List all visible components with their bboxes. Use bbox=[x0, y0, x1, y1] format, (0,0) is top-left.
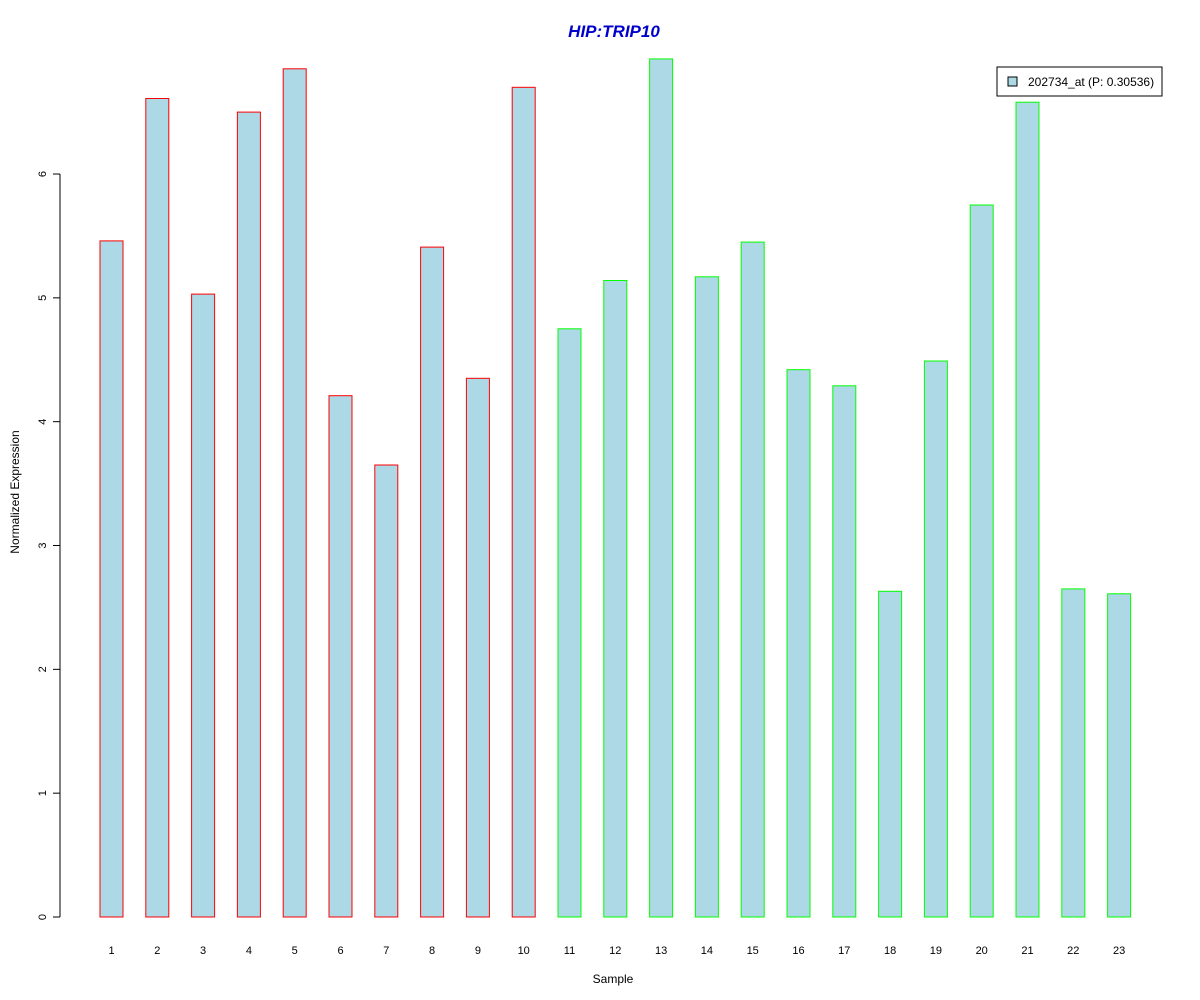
x-tick-labels: 1 2 3 4 5 6 7 8 9 10 11 12 13 14 15 16 17 18 19 20 21 22 23 bbox=[108, 945, 1125, 957]
bar bbox=[465, 377, 490, 918]
bar bbox=[694, 276, 719, 918]
bar bbox=[374, 464, 399, 918]
x-tick-label: 23 bbox=[1113, 945, 1125, 957]
legend-box bbox=[996, 66, 1163, 97]
legend-entry: 202734_at (P: 0.30536) bbox=[1028, 75, 1154, 89]
bar bbox=[969, 204, 994, 918]
bar bbox=[420, 246, 445, 918]
x-tick-label: 12 bbox=[609, 945, 621, 957]
x-tick-label: 11 bbox=[564, 945, 575, 957]
bar bbox=[236, 111, 261, 918]
x-tick-label: 9 bbox=[475, 945, 481, 957]
y-axis: 0 1 2 3 4 5 6 bbox=[37, 171, 61, 920]
x-tick-label: 21 bbox=[1021, 945, 1033, 957]
legend: 202734_at (P: 0.30536) bbox=[996, 66, 1163, 97]
x-tick-label: 8 bbox=[429, 945, 435, 957]
bar bbox=[649, 58, 674, 918]
x-tick-label: 15 bbox=[747, 945, 759, 957]
x-tick-label: 6 bbox=[337, 945, 343, 957]
x-tick-label: 20 bbox=[976, 945, 988, 957]
x-tick-label: 7 bbox=[383, 945, 389, 957]
x-tick-label: 13 bbox=[655, 945, 667, 957]
x-axis-label: Sample bbox=[593, 972, 634, 986]
y-tick-label: 4 bbox=[37, 419, 49, 425]
x-tick-label: 3 bbox=[200, 945, 206, 957]
bars-group bbox=[99, 58, 1132, 918]
legend-swatch bbox=[1007, 76, 1018, 87]
y-tick-label: 5 bbox=[37, 295, 49, 301]
x-tick-label: 14 bbox=[701, 945, 713, 957]
x-tick-label: 4 bbox=[246, 945, 252, 957]
y-tick-label: 1 bbox=[37, 790, 49, 796]
x-tick-label: 5 bbox=[292, 945, 298, 957]
bar bbox=[511, 86, 536, 918]
y-tick-label: 6 bbox=[37, 171, 49, 177]
bar bbox=[99, 240, 124, 918]
bar bbox=[145, 98, 170, 918]
bar bbox=[786, 369, 811, 918]
x-tick-label: 19 bbox=[930, 945, 942, 957]
bar bbox=[557, 328, 582, 918]
y-tick-label: 0 bbox=[37, 914, 49, 920]
bar bbox=[832, 385, 857, 918]
bar bbox=[191, 293, 216, 918]
bar bbox=[740, 241, 765, 918]
y-axis-label: Normalized Expression bbox=[8, 430, 22, 553]
bar bbox=[603, 280, 628, 918]
x-tick-label: 1 bbox=[108, 945, 114, 957]
bar bbox=[1107, 593, 1132, 918]
x-tick-label: 2 bbox=[154, 945, 160, 957]
bar bbox=[1015, 101, 1040, 918]
x-tick-label: 16 bbox=[792, 945, 804, 957]
y-tick-label: 2 bbox=[37, 666, 49, 672]
bar bbox=[1061, 588, 1086, 918]
bar bbox=[328, 395, 353, 918]
bar bbox=[878, 590, 903, 918]
y-tick-label: 3 bbox=[37, 542, 49, 548]
bar bbox=[282, 68, 307, 918]
chart-title: HIP:TRIP10 bbox=[568, 22, 660, 41]
bar bbox=[923, 360, 948, 918]
x-tick-label: 18 bbox=[884, 945, 896, 957]
x-tick-label: 22 bbox=[1067, 945, 1079, 957]
x-tick-label: 10 bbox=[518, 945, 530, 957]
x-tick-label: 17 bbox=[838, 945, 850, 957]
